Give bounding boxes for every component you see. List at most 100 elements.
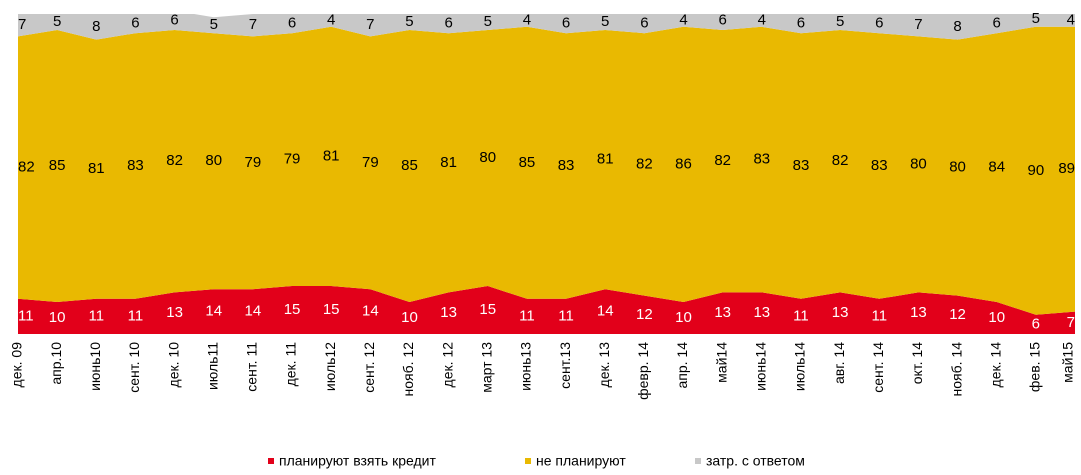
data-label: 81 bbox=[323, 147, 340, 164]
area bbox=[18, 26, 1075, 315]
data-label: 13 bbox=[166, 304, 183, 321]
data-label: 83 bbox=[558, 157, 575, 174]
legend-label: не планируют bbox=[536, 453, 626, 469]
x-tick-label: май15 bbox=[1060, 342, 1076, 383]
data-label: 13 bbox=[753, 304, 770, 321]
data-label: 7 bbox=[914, 16, 922, 33]
data-label: 4 bbox=[1067, 11, 1075, 28]
data-label: 82 bbox=[166, 152, 183, 169]
data-label: 7 bbox=[366, 16, 374, 33]
x-tick-label: сент. 10 bbox=[126, 342, 142, 393]
x-tick-label: сент. 11 bbox=[244, 342, 260, 392]
data-label: 83 bbox=[127, 157, 144, 174]
data-label: 5 bbox=[53, 13, 61, 30]
x-tick-label: дек. 10 bbox=[165, 342, 181, 388]
data-label: 83 bbox=[753, 151, 770, 168]
data-label: 81 bbox=[597, 151, 614, 168]
data-label: 5 bbox=[601, 13, 609, 30]
legend-swatch bbox=[525, 458, 531, 464]
x-tick-label: нояб. 12 bbox=[400, 342, 416, 397]
data-label: 10 bbox=[401, 309, 418, 326]
x-tick-label: июнь13 bbox=[518, 342, 534, 391]
data-label: 6 bbox=[1032, 315, 1040, 332]
data-label: 14 bbox=[597, 303, 614, 320]
data-label: 85 bbox=[519, 154, 536, 171]
data-label: 85 bbox=[49, 157, 66, 174]
data-label: 5 bbox=[405, 13, 413, 30]
data-label: 82 bbox=[714, 152, 731, 169]
legend-label: планируют взять кредит bbox=[279, 453, 436, 469]
x-tick-label: март 13 bbox=[478, 342, 494, 393]
x-tick-label: июль11 bbox=[204, 342, 220, 390]
data-label: 6 bbox=[718, 11, 726, 28]
x-tick-label: дек. 12 bbox=[439, 342, 455, 388]
x-tick-label: сент. 14 bbox=[870, 342, 886, 393]
data-label: 14 bbox=[205, 303, 222, 320]
data-label: 90 bbox=[1028, 162, 1045, 179]
data-label: 11 bbox=[558, 307, 574, 324]
data-label: 4 bbox=[679, 11, 687, 28]
data-label: 15 bbox=[479, 301, 496, 318]
data-label: 82 bbox=[832, 152, 849, 169]
x-tick-label: дек. 14 bbox=[987, 342, 1003, 388]
data-label: 8 bbox=[92, 18, 100, 35]
data-label: 11 bbox=[128, 307, 144, 324]
data-label: 11 bbox=[793, 307, 809, 324]
data-label: 13 bbox=[832, 304, 849, 321]
area bbox=[18, 286, 1075, 334]
data-label: 81 bbox=[88, 160, 105, 177]
data-label: 13 bbox=[714, 304, 731, 321]
data-label: 6 bbox=[170, 11, 178, 28]
data-label: 7 bbox=[249, 16, 257, 33]
data-label: 6 bbox=[797, 15, 805, 32]
data-label: 5 bbox=[210, 16, 218, 33]
x-tick-label: апр. 14 bbox=[674, 342, 690, 389]
data-label: 11 bbox=[18, 307, 34, 324]
data-label: 14 bbox=[362, 303, 379, 320]
x-tick-label: июнь14 bbox=[753, 342, 769, 391]
data-label: 79 bbox=[284, 151, 301, 168]
data-label: 15 bbox=[284, 301, 301, 318]
x-tick-label: дек. 13 bbox=[596, 342, 612, 388]
data-label: 5 bbox=[484, 13, 492, 30]
legend-swatch bbox=[268, 458, 274, 464]
data-label: 79 bbox=[245, 154, 262, 171]
data-label: 4 bbox=[327, 11, 335, 28]
data-label: 6 bbox=[875, 15, 883, 32]
data-label: 8 bbox=[953, 18, 961, 35]
plot-area bbox=[18, 14, 1075, 334]
x-tick-label: сент.13 bbox=[557, 342, 573, 389]
legend-swatch bbox=[695, 458, 701, 464]
data-label: 6 bbox=[640, 15, 648, 32]
data-label: 79 bbox=[362, 154, 379, 171]
data-label: 6 bbox=[131, 15, 139, 32]
data-label: 80 bbox=[949, 159, 966, 176]
x-tick-label: июль12 bbox=[322, 342, 338, 391]
data-label: 4 bbox=[523, 11, 531, 28]
x-tick-label: июнь10 bbox=[87, 342, 103, 391]
data-label: 10 bbox=[49, 309, 66, 326]
x-tick-label: сент. 12 bbox=[361, 342, 377, 393]
data-label: 80 bbox=[205, 152, 222, 169]
data-label: 6 bbox=[562, 15, 570, 32]
legend-label: затр. с ответом bbox=[706, 453, 805, 469]
data-label: 13 bbox=[910, 304, 927, 321]
data-label: 80 bbox=[479, 149, 496, 166]
area bbox=[18, 14, 1075, 40]
data-label: 6 bbox=[288, 15, 296, 32]
x-tick-label: май14 bbox=[713, 342, 729, 383]
data-label: 6 bbox=[993, 15, 1001, 32]
x-tick-label: авг. 14 bbox=[831, 342, 847, 384]
data-label: 14 bbox=[245, 303, 262, 320]
data-label: 86 bbox=[675, 155, 692, 172]
data-label: 15 bbox=[323, 301, 340, 318]
x-tick-label: июль14 bbox=[792, 342, 808, 391]
data-label: 82 bbox=[636, 155, 653, 172]
data-label: 10 bbox=[675, 309, 692, 326]
data-label: 4 bbox=[758, 11, 766, 28]
data-label: 10 bbox=[988, 309, 1005, 326]
x-tick-label: дек. 11 bbox=[283, 342, 299, 387]
data-label: 83 bbox=[871, 157, 888, 174]
data-label: 12 bbox=[636, 306, 653, 323]
